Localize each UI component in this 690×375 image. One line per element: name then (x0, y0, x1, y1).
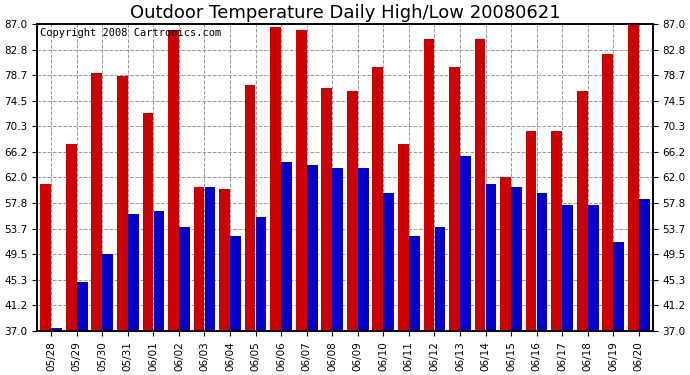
Bar (322, 88, 332, 331)
Bar (486, 184, 496, 331)
Bar (639, 199, 650, 331)
Bar (562, 205, 573, 331)
Bar (475, 39, 485, 331)
Bar (282, 162, 292, 331)
Bar (577, 92, 588, 331)
Bar (347, 92, 357, 331)
Bar (40, 184, 51, 331)
Bar (92, 73, 102, 331)
Bar (77, 282, 88, 331)
Bar (358, 168, 368, 331)
Bar (194, 187, 204, 331)
Title: Outdoor Temperature Daily High/Low 20080621: Outdoor Temperature Daily High/Low 20080… (130, 4, 560, 22)
Bar (245, 85, 255, 331)
Bar (588, 205, 598, 331)
Bar (117, 76, 128, 331)
Bar (398, 144, 408, 331)
Bar (526, 131, 537, 331)
Bar (143, 113, 153, 331)
Bar (435, 226, 445, 331)
Bar (153, 211, 164, 331)
Bar (628, 24, 639, 331)
Bar (179, 226, 190, 331)
Bar (384, 193, 394, 331)
Bar (511, 187, 522, 331)
Bar (102, 254, 113, 331)
Bar (205, 187, 215, 331)
Bar (602, 54, 613, 331)
Bar (409, 236, 420, 331)
Bar (270, 27, 281, 331)
Bar (449, 67, 460, 331)
Bar (51, 328, 62, 331)
Bar (333, 168, 343, 331)
Bar (256, 217, 266, 331)
Bar (460, 156, 471, 331)
Bar (168, 30, 179, 331)
Bar (230, 236, 241, 331)
Bar (373, 67, 383, 331)
Bar (424, 39, 434, 331)
Bar (613, 242, 624, 331)
Bar (537, 193, 547, 331)
Text: Copyright 2008 Cartronics.com: Copyright 2008 Cartronics.com (40, 28, 221, 38)
Bar (296, 30, 306, 331)
Bar (219, 189, 230, 331)
Bar (66, 144, 77, 331)
Bar (128, 214, 139, 331)
Bar (307, 165, 317, 331)
Bar (500, 177, 511, 331)
Bar (551, 131, 562, 331)
